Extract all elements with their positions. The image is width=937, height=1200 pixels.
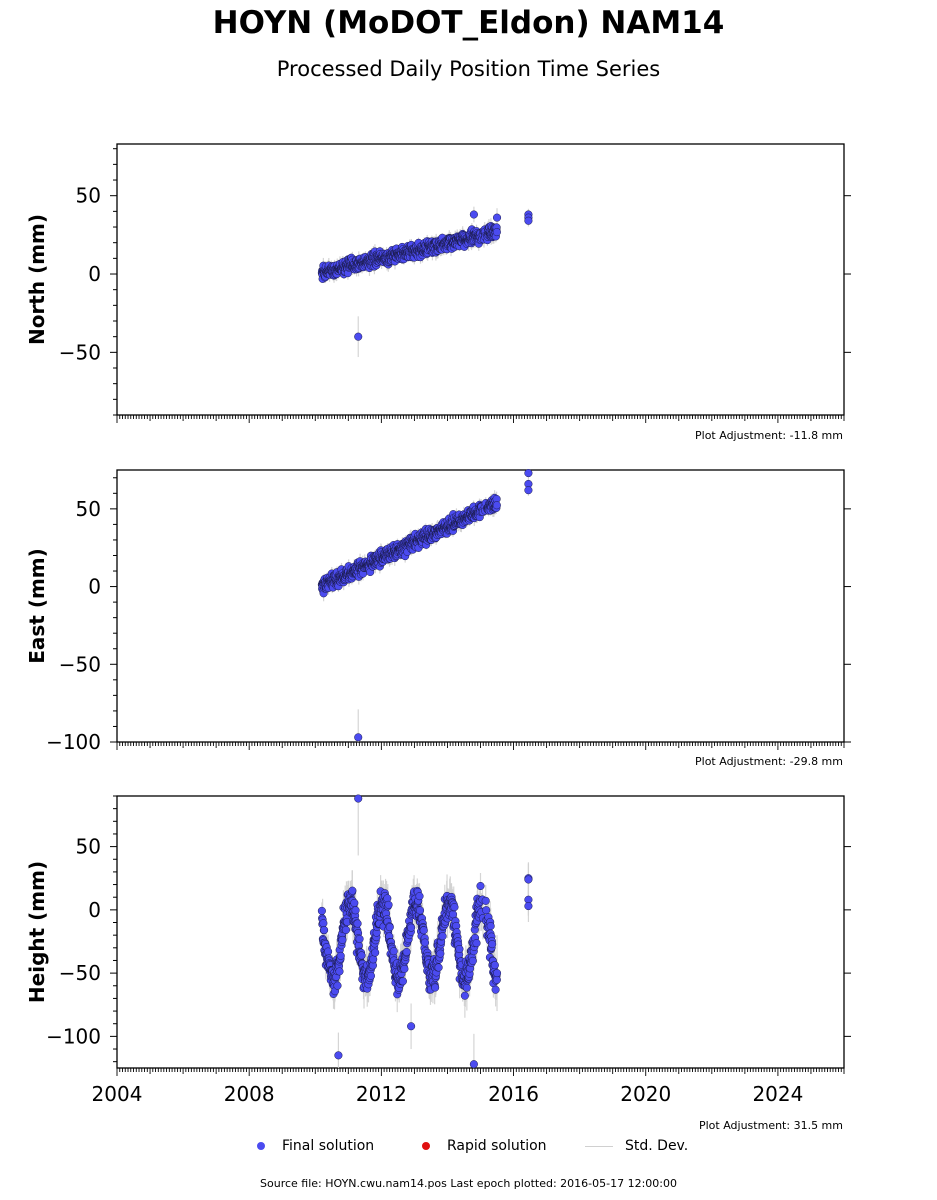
final-solution-point [389,947,398,956]
y-tick-label: 0 [88,898,101,922]
y-axis-label: North (mm) [25,214,49,345]
final-solution-point [415,906,425,915]
final-solution-point [486,922,495,931]
final-solution-point [317,906,326,915]
final-solution-point [490,961,499,970]
final-solution-point [334,1051,343,1060]
east-panel: −100 −50 0 50 East (mm) [25,469,851,754]
final-solution-point [320,926,329,935]
y-axis-label: East (mm) [25,548,49,664]
final-solution-point [333,981,342,990]
final-solution-point [350,898,359,907]
final-solution-point [338,935,347,944]
final-solution-point [420,938,430,947]
north-panel: −50 0 50 North (mm) [25,143,851,423]
final-solution-point [341,925,350,934]
final-solution-point [491,985,500,994]
final-solution-points [317,469,533,742]
final-solution-point [385,923,394,932]
y-tick-label: 50 [76,497,101,521]
final-solution-points [317,794,533,1069]
final-solution-point [450,903,459,912]
y-tick-label: −50 [59,652,101,676]
final-solution-point [492,213,502,222]
final-solution-point [324,947,333,956]
final-solution-point [472,939,481,948]
page-title: HOYN (MoDOT_Eldon) NAM14 [212,5,725,41]
final-solution-point [353,919,362,928]
final-solution-point [354,733,363,742]
final-solution-point [384,900,393,909]
y-tick-label: 50 [76,184,101,208]
final-solution-point [402,947,411,957]
final-solution-point [371,948,380,957]
final-solution-point [336,951,345,960]
final-solution-point [448,910,458,919]
final-solution-point [335,967,344,976]
final-solution-point [524,216,533,225]
final-solution-point [398,977,407,986]
final-solution-point [460,991,469,1000]
final-solution-point [348,886,357,895]
final-solution-point [524,902,533,911]
y-tick-label: −50 [59,340,101,364]
final-solution-point [351,906,360,915]
final-solution-point [431,983,440,992]
final-solution-point [492,228,501,237]
final-solution-point [407,1022,416,1031]
final-solution-point [419,926,428,935]
final-solution-point [481,896,490,905]
final-solution-point [407,923,416,932]
final-solution-point [482,906,491,915]
y-tick-label: 0 [88,262,101,286]
final-solution-point [476,881,485,891]
final-solution-point [366,971,376,980]
y-tick-label: −100 [46,730,101,754]
final-solution-point [524,469,533,478]
final-solution-point [355,934,364,943]
y-tick-label: 0 [88,575,101,599]
final-solution-point [462,983,471,992]
final-solution-point [469,210,478,219]
final-solution-point [524,875,533,884]
final-solution-point [434,963,443,972]
final-solution-point [319,919,328,928]
final-solution-points [317,210,533,341]
final-solution-point [436,949,445,958]
final-solution-point [369,955,378,964]
final-solution-point [400,964,409,973]
y-tick-label: 50 [76,835,101,859]
final-solution-point [469,1060,478,1069]
final-solution-point [438,932,447,941]
final-solution-point [524,486,533,495]
final-solution-point [354,794,363,803]
final-solution-point [357,951,366,960]
plot-frame [116,795,845,1069]
final-solution-point [492,969,502,978]
final-solution-point [455,944,464,954]
page-subtitle: Processed Daily Position Time Series [276,57,661,81]
final-solution-point [492,501,501,510]
plot-frame [116,143,845,416]
y-tick-label: −50 [59,961,101,985]
final-solution-point [468,956,477,965]
final-solution-point [415,892,424,901]
final-solution-point [488,940,497,949]
y-tick-label: −100 [46,1024,101,1048]
final-solution-point [354,332,363,341]
